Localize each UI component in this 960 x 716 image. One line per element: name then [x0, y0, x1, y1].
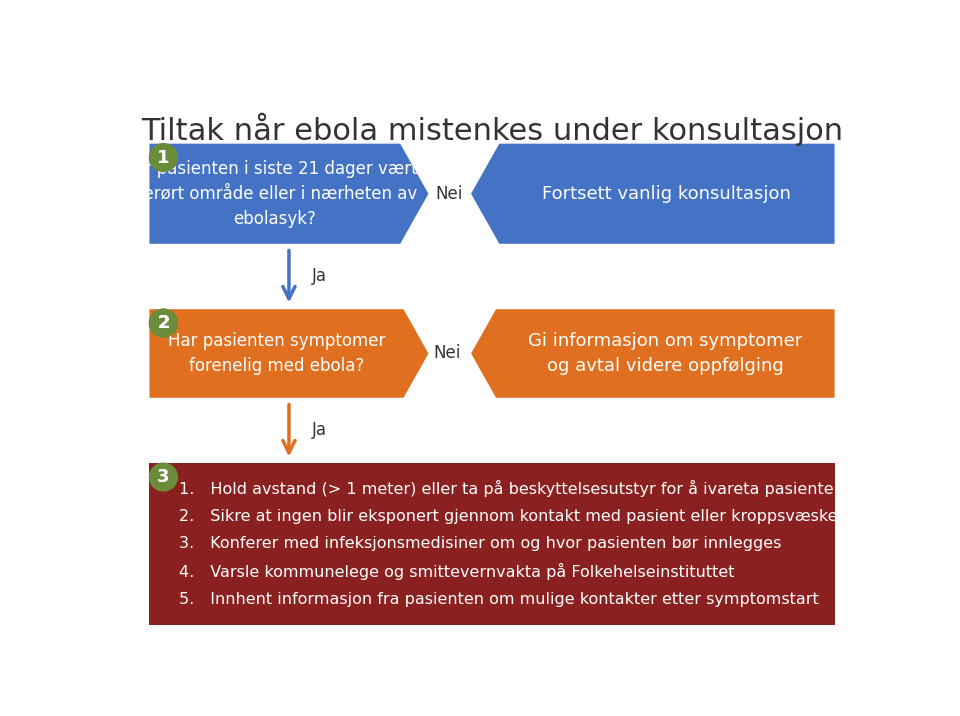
- Polygon shape: [150, 309, 428, 398]
- Text: Ja: Ja: [312, 268, 327, 286]
- Text: Ja: Ja: [312, 422, 327, 440]
- Text: 2: 2: [157, 314, 170, 332]
- Text: 2: 2: [157, 314, 170, 332]
- Text: Tiltak når ebola mistenkes under konsultasjon: Tiltak når ebola mistenkes under konsult…: [141, 113, 843, 146]
- Text: 2. Sikre at ingen blir eksponert gjennom kontakt med pasient eller kroppsvæsker: 2. Sikre at ingen blir eksponert gjennom…: [179, 508, 844, 523]
- Circle shape: [150, 309, 178, 337]
- Circle shape: [150, 309, 178, 337]
- Text: 1: 1: [157, 148, 170, 167]
- Text: 5. Innhent informasjon fra pasienten om mulige kontakter etter symptomstart: 5. Innhent informasjon fra pasienten om …: [179, 591, 819, 606]
- Text: Nei: Nei: [435, 185, 463, 203]
- Text: 1. Hold avstand (> 1 meter) eller ta på beskyttelsesutstyr for å ivareta pasient: 1. Hold avstand (> 1 meter) eller ta på …: [179, 480, 844, 497]
- Polygon shape: [471, 309, 834, 398]
- Polygon shape: [150, 144, 428, 243]
- Text: Gi informasjon om symptomer
og avtal videre oppfølging: Gi informasjon om symptomer og avtal vid…: [528, 332, 803, 375]
- Text: 3: 3: [157, 468, 170, 486]
- Text: Nei: Nei: [434, 344, 461, 362]
- Text: 3. Konferer med infeksjonsmedisiner om og hvor pasienten bør innlegges: 3. Konferer med infeksjonsmedisiner om o…: [179, 536, 781, 551]
- Text: Har pasienten symptomer
forenelig med ebola?: Har pasienten symptomer forenelig med eb…: [168, 332, 385, 375]
- Text: Fortsett vanlig konsultasjon: Fortsett vanlig konsultasjon: [542, 185, 791, 203]
- Circle shape: [150, 144, 178, 171]
- Polygon shape: [471, 144, 834, 243]
- Text: 4. Varsle kommunelege og smittevernvakta på Folkehelseinstituttet: 4. Varsle kommunelege og smittevernvakta…: [179, 563, 734, 580]
- FancyBboxPatch shape: [150, 463, 834, 625]
- Text: Har pasienten i siste 21 dager vært i
berørt område eller i nærheten av
ebolasyk: Har pasienten i siste 21 dager vært i be…: [122, 160, 427, 228]
- Circle shape: [150, 463, 178, 491]
